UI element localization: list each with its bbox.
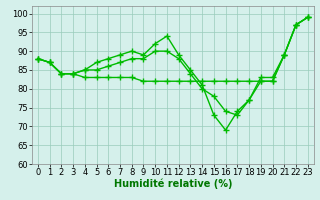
X-axis label: Humidité relative (%): Humidité relative (%): [114, 179, 232, 189]
